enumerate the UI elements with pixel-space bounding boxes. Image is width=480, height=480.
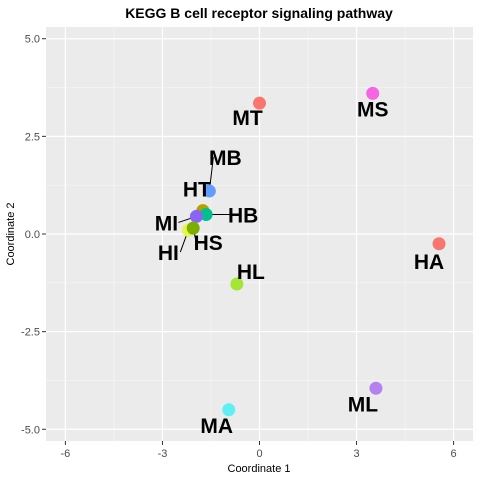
y-tick-label: -5.0 xyxy=(21,424,40,436)
point-ml xyxy=(369,381,383,395)
point-mt xyxy=(253,96,266,110)
x-tick-label: 6 xyxy=(451,448,457,460)
y-axis-title: Coordinate 2 xyxy=(5,203,17,266)
label-hb: HB xyxy=(228,204,258,227)
label-mi: MI xyxy=(155,212,178,235)
label-mb: MB xyxy=(209,147,242,170)
point-mi xyxy=(189,209,203,223)
label-ha: HA xyxy=(414,251,444,274)
x-tick-label: 0 xyxy=(256,448,262,460)
chart-title: KEGG B cell receptor signaling pathway xyxy=(125,5,393,21)
label-hs: HS xyxy=(194,232,223,255)
point-ma xyxy=(222,403,236,417)
label-hi: HI xyxy=(158,242,179,265)
point-hs xyxy=(186,221,200,235)
y-tick-label: -2.5 xyxy=(21,327,40,339)
label-ml: ML xyxy=(348,393,378,416)
x-tick-label: -6 xyxy=(61,448,71,460)
label-ht: HT xyxy=(183,179,211,202)
point-hl xyxy=(230,277,244,291)
axis-ticks: -6 -3 0 3 6 -5.0 -2.5 0.0 2.5 5.0 xyxy=(21,34,457,460)
label-ms: MS xyxy=(357,98,389,121)
point-ha xyxy=(432,237,446,251)
label-hl: HL xyxy=(237,261,265,284)
point-labels: MT MS HA MB HT HB MI HI HS HL ML MA xyxy=(155,98,444,437)
y-tick-label: 0.0 xyxy=(25,229,40,241)
y-tick-label: 5.0 xyxy=(25,34,40,46)
data-points xyxy=(181,86,446,417)
label-mt: MT xyxy=(232,107,262,130)
y-tick-label: 2.5 xyxy=(25,131,40,143)
x-tick-label: -3 xyxy=(158,448,168,460)
grid-lines xyxy=(46,27,473,441)
x-tick-label: 3 xyxy=(353,448,359,460)
label-ma: MA xyxy=(200,415,233,438)
point-ms xyxy=(366,86,380,100)
x-axis-title: Coordinate 1 xyxy=(228,463,291,475)
point-hb xyxy=(199,207,213,221)
point-mb xyxy=(202,184,216,198)
